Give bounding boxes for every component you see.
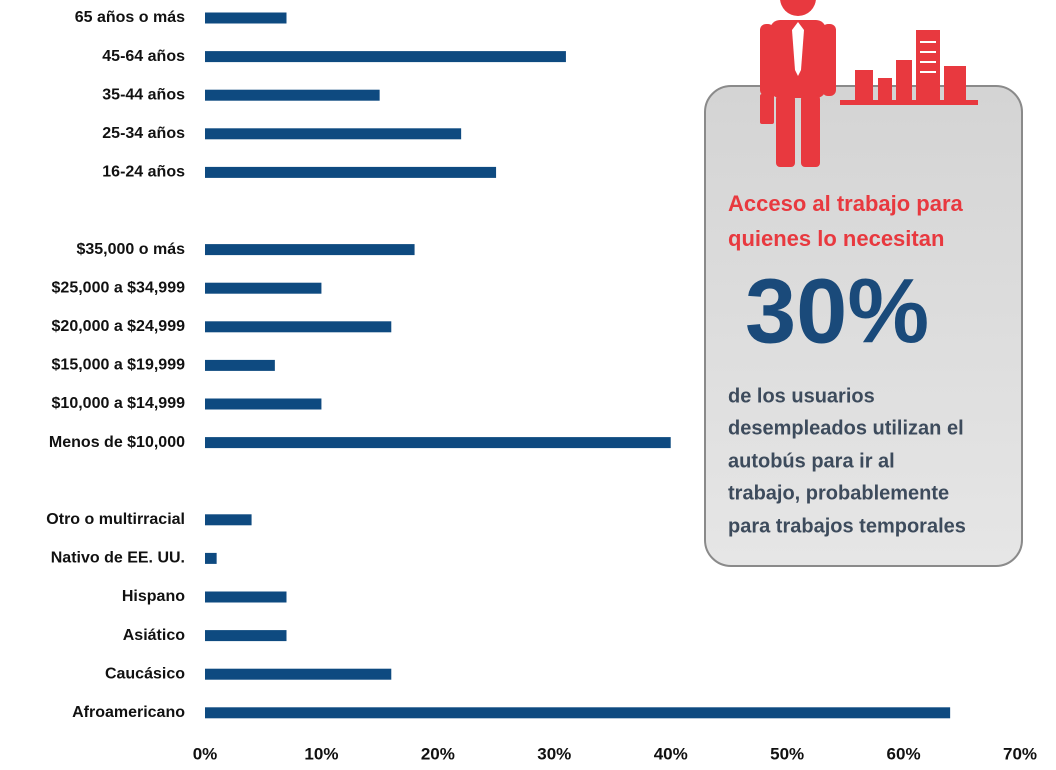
bar bbox=[205, 552, 217, 564]
tie bbox=[792, 22, 804, 76]
building-windows bbox=[920, 41, 936, 73]
callout-text: autobús para ir al bbox=[728, 450, 895, 472]
bar bbox=[205, 514, 252, 526]
person-icon bbox=[760, 0, 836, 167]
bar bbox=[205, 51, 566, 63]
x-tick-label: 60% bbox=[887, 744, 921, 763]
bar bbox=[205, 398, 322, 410]
y-tick-label: 16-24 años bbox=[102, 164, 185, 181]
y-tick-label: $20,000 a $24,999 bbox=[52, 318, 186, 335]
y-tick-label: Afroamericano bbox=[72, 704, 185, 721]
callout-text: de los usuarios bbox=[728, 385, 875, 407]
y-tick-label: 65 años o más bbox=[75, 9, 185, 26]
y-tick-label: Hispano bbox=[122, 588, 185, 605]
bar bbox=[205, 128, 462, 140]
y-tick-label: Caucásico bbox=[105, 665, 185, 682]
bar bbox=[205, 282, 322, 294]
callout-text: desempleados utilizan el bbox=[728, 417, 964, 439]
bar bbox=[205, 437, 671, 449]
y-tick-label: 25-34 años bbox=[102, 125, 185, 142]
bar bbox=[205, 244, 415, 256]
x-tick-label: 10% bbox=[304, 744, 338, 763]
y-tick-label: $35,000 o más bbox=[76, 241, 185, 258]
bar bbox=[205, 668, 392, 680]
callout-stat: 30% bbox=[745, 260, 929, 362]
bar bbox=[205, 707, 951, 719]
callout-heading: quienes lo necesitan bbox=[728, 226, 944, 251]
y-tick-label: Menos de $10,000 bbox=[49, 434, 185, 451]
bar bbox=[205, 630, 287, 642]
callout-text: trabajo, probablemente bbox=[728, 482, 949, 504]
x-tick-label: 30% bbox=[537, 744, 571, 763]
y-tick-label: Asiático bbox=[123, 627, 185, 644]
x-tick-label: 50% bbox=[770, 744, 804, 763]
buildings-icon bbox=[840, 30, 978, 105]
bar bbox=[205, 89, 380, 101]
y-tick-label: 35-44 años bbox=[102, 86, 185, 103]
callout-text: para trabajos temporales bbox=[728, 515, 966, 537]
y-tick-label: $25,000 a $34,999 bbox=[52, 279, 186, 296]
y-tick-label: 45-64 años bbox=[102, 48, 185, 65]
y-tick-label: $15,000 a $19,999 bbox=[52, 357, 186, 374]
y-tick-label: Otro o multirracial bbox=[46, 511, 185, 528]
y-tick-label: Nativo de EE. UU. bbox=[51, 550, 185, 567]
bar bbox=[205, 12, 287, 24]
y-tick-label: $10,000 a $14,999 bbox=[52, 395, 186, 412]
callout-heading: Acceso al trabajo para bbox=[728, 191, 964, 216]
bar bbox=[205, 166, 497, 178]
x-tick-label: 20% bbox=[421, 744, 455, 763]
x-tick-label: 70% bbox=[1003, 744, 1037, 763]
bar bbox=[205, 359, 275, 371]
x-tick-label: 40% bbox=[654, 744, 688, 763]
bar bbox=[205, 321, 392, 333]
x-tick-label: 0% bbox=[193, 744, 218, 763]
bar bbox=[205, 591, 287, 603]
